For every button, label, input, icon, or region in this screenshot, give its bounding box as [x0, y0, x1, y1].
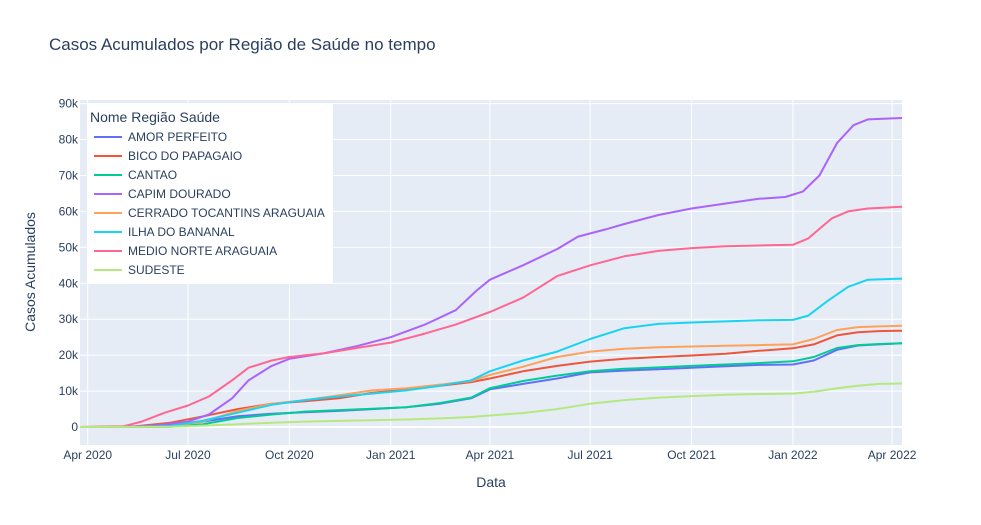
- series-layer: [79, 117, 903, 428]
- y-tick-label: 0: [71, 420, 78, 434]
- series-line: [79, 342, 903, 428]
- x-tick-label: Jul 2020: [165, 448, 211, 462]
- series-line: [80, 324, 903, 428]
- x-tick-label: Apr 2020: [63, 448, 112, 462]
- legend: Nome Região Saúde AMOR PERFEITO BICO DO P…: [87, 103, 333, 284]
- y-axis-title: Casos Acumulados: [22, 212, 38, 332]
- x-tick-label: Oct 2020: [265, 448, 314, 462]
- x-axis-title: Data: [476, 474, 506, 490]
- series-line: [80, 277, 903, 428]
- legend-item-label: BICO DO PAPAGAIO: [128, 149, 242, 163]
- series-line: [79, 382, 903, 428]
- y-tick-label: 30k: [59, 312, 79, 326]
- y-tick-label: 40k: [59, 276, 79, 290]
- x-tick-label: Jan 2021: [366, 448, 416, 462]
- x-tick-label: Jul 2021: [567, 448, 613, 462]
- legend-item-label: ILHA DO BANANAL: [128, 225, 235, 239]
- chart-title: Casos Acumulados por Região de Saúde no …: [49, 35, 436, 54]
- x-tick-label: Oct 2021: [667, 448, 716, 462]
- y-tick-label: 90k: [59, 97, 79, 111]
- series-line: [79, 329, 903, 428]
- x-axis: Apr 2020 Jul 2020 Oct 2020 Jan 2021 Apr 2021…: [63, 448, 916, 462]
- legend-item-label: CAPIM DOURADO: [128, 187, 231, 201]
- legend-item-label: CERRADO TOCANTINS ARAGUAIA: [128, 206, 325, 220]
- series-line: [80, 205, 903, 428]
- series-line: [80, 342, 903, 428]
- legend-title: Nome Região Saúde: [90, 109, 220, 125]
- series-line: [80, 117, 903, 428]
- legend-item-label: AMOR PERFEITO: [128, 130, 227, 144]
- x-tick-label: Apr 2021: [466, 448, 515, 462]
- y-tick-label: 70k: [59, 168, 79, 182]
- y-axis: 0 10k 20k 30k 40k 50k 60k 70k 80k 90k: [59, 97, 79, 434]
- legend-box: [87, 103, 333, 284]
- x-tick-label: Jan 2022: [768, 448, 818, 462]
- legend-item-label: MEDIO NORTE ARAGUAIA: [128, 244, 277, 258]
- y-tick-label: 20k: [59, 348, 79, 362]
- x-tick-label: Apr 2022: [868, 448, 917, 462]
- legend-item-label: CANTAO: [128, 168, 177, 182]
- y-tick-label: 60k: [59, 204, 79, 218]
- y-tick-label: 80k: [59, 133, 79, 147]
- y-tick-label: 50k: [59, 240, 79, 254]
- y-tick-label: 10k: [59, 384, 79, 398]
- legend-item-label: SUDESTE: [128, 263, 185, 277]
